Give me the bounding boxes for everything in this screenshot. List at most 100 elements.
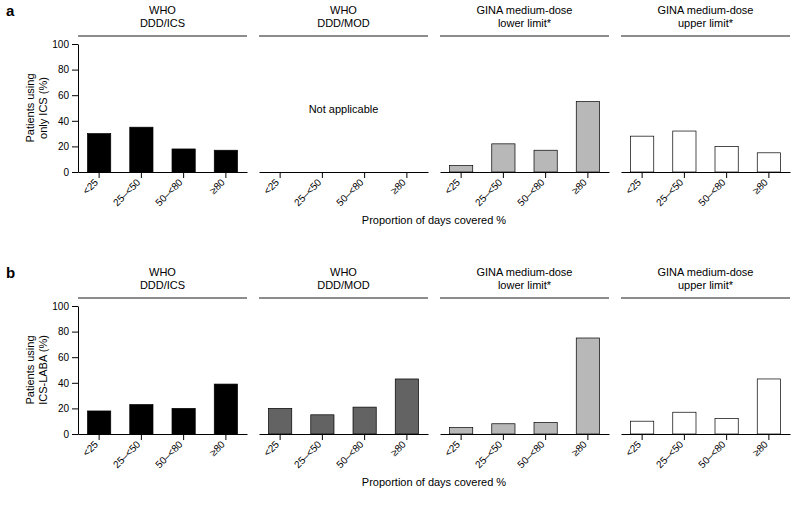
panel: <2525–<5050–<80≥80020406080100 — [52, 39, 247, 208]
tick-label: <25 — [442, 438, 462, 458]
y-axis: 020406080100 — [52, 39, 78, 178]
panel: <2525–<5050–<80≥80 — [260, 379, 429, 470]
bar — [715, 419, 738, 434]
tick-mark — [72, 172, 78, 173]
tick-mark — [72, 306, 78, 307]
y-axis: 020406080100 — [52, 301, 78, 440]
tick-label: 0 — [63, 167, 69, 178]
bar — [534, 150, 557, 172]
axis-line — [260, 434, 429, 435]
tick-mark — [322, 172, 323, 178]
tick-mark — [503, 172, 504, 178]
tick-mark — [642, 434, 643, 440]
panel: <2525–<5050–<80≥80 — [441, 102, 610, 209]
y-tick: 20 — [58, 403, 78, 414]
bar — [534, 422, 557, 434]
plot-area — [450, 102, 600, 172]
tick-label: 50–<80 — [515, 176, 547, 208]
tick-mark — [72, 383, 78, 384]
tick-mark — [503, 434, 504, 440]
axis-line — [78, 45, 79, 173]
tick-mark — [322, 434, 323, 440]
tick-label: 50–<80 — [696, 176, 728, 208]
plot-area — [269, 379, 419, 434]
tick-mark — [364, 434, 365, 440]
x-tick: 50–<80 — [515, 172, 547, 208]
y-tick: 40 — [58, 378, 78, 389]
tick-label: 80 — [58, 326, 70, 337]
bar — [450, 428, 473, 434]
tick-mark — [406, 434, 407, 440]
tick-mark — [406, 172, 407, 178]
tick-mark — [280, 172, 281, 178]
y-axis-title: Patients usingonly ICS (%) — [24, 73, 49, 142]
tick-label: 50–<80 — [153, 176, 185, 208]
tick-label: <25 — [261, 438, 281, 458]
tick-label: 25–<50 — [473, 176, 505, 208]
x-axis: <2525–<5050–<80≥80 — [622, 172, 791, 208]
tick-mark — [768, 434, 769, 440]
bracket — [78, 36, 247, 37]
panel-title: WHODDD/ICS — [140, 4, 185, 29]
bar — [88, 134, 111, 172]
tick-label: 0 — [63, 429, 69, 440]
axis-line — [78, 307, 79, 435]
x-axis: <25 25–<50 50–<80 ≥80 — [79, 434, 248, 470]
x-tick: ≥80 — [750, 172, 770, 196]
tick-label: ≥80 — [388, 176, 408, 196]
tick-label: <25 — [261, 176, 281, 196]
x-tick: 50–<80 — [515, 434, 547, 470]
panel-label: b — [6, 264, 15, 281]
tick-label: <25 — [623, 438, 643, 458]
tick-label: ≥80 — [569, 438, 589, 458]
x-tick: 25–<50 — [654, 172, 686, 208]
tick-mark — [461, 434, 462, 440]
bracket — [78, 298, 247, 299]
tick-mark — [642, 172, 643, 178]
x-tick: <25 — [261, 172, 281, 196]
tick-mark — [545, 434, 546, 440]
x-tick: 50–<80 — [153, 434, 185, 470]
bar — [631, 136, 654, 172]
x-tick: 50–<80 — [153, 172, 185, 208]
panel-title: WHODDD/MOD — [317, 266, 370, 291]
tick-label: 50–<80 — [334, 438, 366, 470]
panel-title: WHODDD/MOD — [317, 4, 370, 29]
plot-area — [88, 384, 238, 434]
panel: <2525–<5050–<80≥80 — [622, 379, 791, 470]
x-tick: 50–<80 — [334, 434, 366, 470]
y-tick: 60 — [58, 90, 78, 101]
x-tick: ≥80 — [750, 434, 770, 458]
bar — [576, 102, 599, 172]
tick-mark — [72, 408, 78, 409]
tick-label: 50–<80 — [334, 176, 366, 208]
axis-line — [441, 434, 610, 435]
bar — [673, 412, 696, 434]
panel-title: GINA medium-doseupper limit* — [658, 4, 754, 29]
bracket — [259, 36, 428, 37]
bar — [450, 166, 473, 172]
tick-label: 25–<50 — [111, 438, 143, 470]
panel: <2525–<5050–<80≥80 — [622, 131, 791, 208]
bracket — [440, 36, 609, 37]
tick-label: ≥80 — [207, 438, 227, 458]
x-tick: <25 — [623, 434, 643, 458]
panel-label: a — [6, 2, 15, 19]
x-tick: <25 — [261, 434, 281, 458]
x-tick: ≥80 — [569, 172, 589, 196]
x-tick: <25 — [80, 434, 100, 458]
tick-label: 40 — [58, 116, 70, 127]
tick-mark — [72, 434, 78, 435]
x-tick: 25–<50 — [111, 434, 143, 470]
bar — [214, 150, 237, 172]
tick-label: 80 — [58, 64, 70, 75]
y-tick: 0 — [63, 167, 78, 178]
tick-label: 25–<50 — [292, 176, 324, 208]
tick-mark — [768, 172, 769, 178]
bar — [395, 379, 418, 434]
tick-label: ≥80 — [207, 176, 227, 196]
x-axis-title: Proportion of days covered % — [362, 214, 507, 226]
y-tick: 80 — [58, 326, 78, 337]
tick-mark — [545, 172, 546, 178]
tick-label: 60 — [58, 352, 70, 363]
